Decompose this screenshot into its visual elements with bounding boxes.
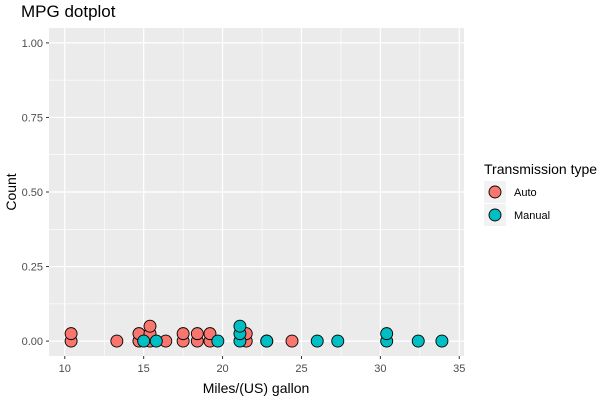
data-point-manual bbox=[233, 319, 247, 333]
data-point-auto bbox=[203, 327, 217, 341]
y-tick-label: 1.00 bbox=[22, 38, 43, 50]
legend-label-manual: Manual bbox=[514, 210, 550, 222]
data-points bbox=[64, 319, 449, 348]
data-point-manual bbox=[211, 334, 225, 348]
data-point-auto bbox=[110, 334, 124, 348]
legend-entries: Auto Manual bbox=[484, 181, 550, 226]
x-axis-title: Miles/(US) gallon bbox=[203, 380, 310, 396]
data-point-manual bbox=[310, 334, 324, 348]
axes: 10 15 20 25 30 35 0.00 0.25 0.50 0.75 1.00 bbox=[22, 38, 466, 375]
y-tick-label: 0.00 bbox=[22, 336, 43, 348]
legend-key-manual bbox=[488, 208, 502, 222]
x-tick-label: 35 bbox=[453, 363, 465, 375]
y-tick-label: 0.50 bbox=[22, 187, 43, 199]
data-point-auto bbox=[143, 319, 157, 333]
legend: Transmission type Auto Manual bbox=[484, 161, 597, 226]
y-tick-label: 0.25 bbox=[22, 262, 43, 274]
x-tick-label: 15 bbox=[138, 363, 150, 375]
chart-title: MPG dotplot bbox=[21, 2, 116, 21]
data-point-manual bbox=[411, 334, 425, 348]
x-tick-label: 20 bbox=[216, 363, 228, 375]
y-tick-label: 0.75 bbox=[22, 112, 43, 124]
data-point-auto bbox=[285, 334, 299, 348]
legend-title: Transmission type bbox=[484, 161, 597, 177]
x-tick-label: 10 bbox=[59, 363, 71, 375]
y-axis-title: Count bbox=[3, 173, 19, 210]
data-point-manual bbox=[260, 334, 274, 348]
x-tick-label: 25 bbox=[295, 363, 307, 375]
data-point-manual bbox=[380, 327, 394, 341]
data-point-manual bbox=[331, 334, 345, 348]
data-point-manual bbox=[149, 334, 163, 348]
legend-key-auto bbox=[488, 185, 502, 199]
legend-label-auto: Auto bbox=[514, 187, 537, 199]
data-point-auto bbox=[190, 327, 204, 341]
data-point-manual bbox=[137, 334, 151, 348]
data-point-auto bbox=[176, 327, 190, 341]
x-tick-label: 30 bbox=[374, 363, 386, 375]
data-point-manual bbox=[435, 334, 449, 348]
data-point-auto bbox=[64, 327, 78, 341]
